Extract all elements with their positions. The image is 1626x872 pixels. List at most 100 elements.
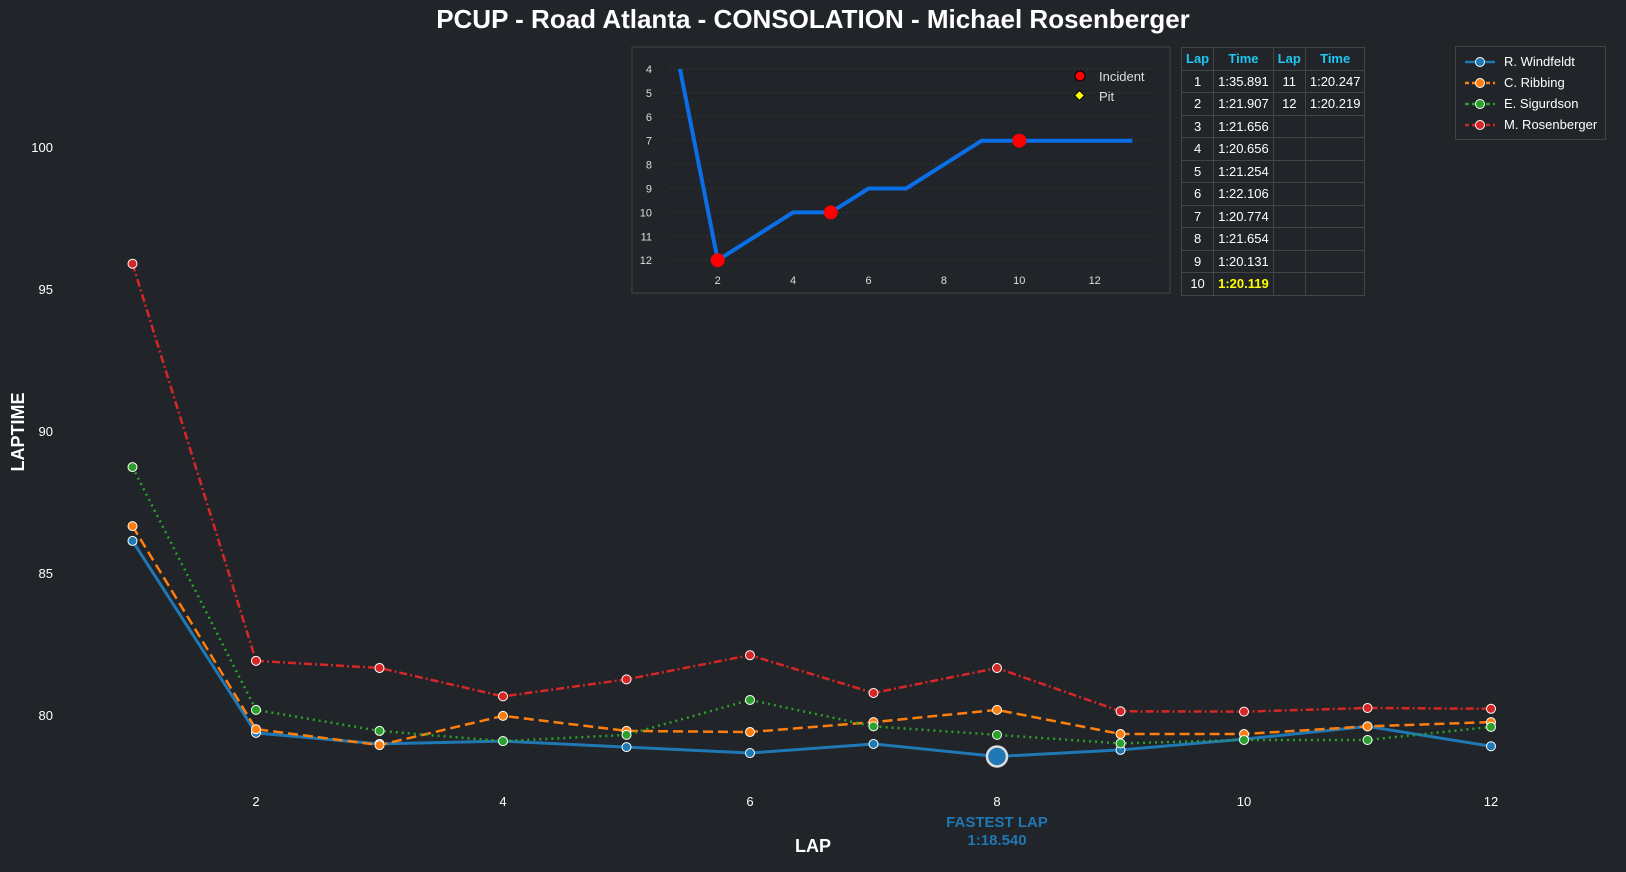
inset-x-tick: 12 (1089, 275, 1101, 287)
legend-line-icon (1465, 119, 1495, 130)
table-cell: 1:21.254 (1213, 159, 1274, 183)
table-cell (1304, 137, 1366, 161)
data-point (992, 704, 1002, 715)
x-tick-label: 10 (1237, 794, 1251, 809)
data-point (745, 727, 755, 738)
table-header-row: Lap Time Lap Time (1180, 47, 1366, 71)
series-line (131, 525, 1492, 747)
inset-y-tick: 5 (646, 88, 652, 100)
table-row: 8 1:21.654 (1180, 227, 1366, 251)
chart-title: PCUP - Road Atlanta - CONSOLATION - Mich… (436, 4, 1190, 34)
table-row: 10 1:20.119 (1180, 272, 1366, 296)
x-tick-label: 4 (499, 794, 506, 809)
table-cell: 5 (1180, 159, 1215, 183)
incident-marker (710, 253, 725, 268)
data-point (621, 742, 632, 753)
column-header: Lap (1180, 47, 1215, 71)
table-row: 7 1:20.774 (1180, 204, 1366, 228)
table-cell: 10 (1180, 272, 1215, 296)
data-point (1362, 702, 1373, 713)
legend-line-icon (1465, 98, 1495, 109)
table-cell (1272, 182, 1306, 206)
table-row: 1 1:35.891 11 1:20.247 (1180, 69, 1366, 93)
table-row: 3 1:21.656 (1180, 114, 1366, 138)
x-axis-label: LAP (795, 836, 831, 856)
series-line (131, 263, 1492, 713)
table-cell: 4 (1180, 137, 1215, 161)
inset-x-tick: 2 (715, 275, 721, 287)
x-tick-label: 8 (993, 794, 1000, 809)
table-cell: 1:21.656 (1213, 114, 1274, 138)
data-point (251, 655, 261, 666)
table-cell (1272, 114, 1306, 138)
series-line (131, 540, 1492, 758)
data-point (1115, 729, 1126, 740)
data-point (621, 674, 632, 685)
table-cell (1304, 227, 1366, 251)
data-point (992, 663, 1002, 674)
y-tick-label: 80 (39, 708, 53, 723)
legend-label: M. Rosenberger (1504, 117, 1598, 132)
y-tick-label: 95 (39, 282, 53, 297)
table-cell: 1:21.654 (1213, 227, 1274, 251)
legend-label: C. Ribbing (1504, 75, 1565, 90)
data-point (868, 721, 879, 732)
table-cell (1272, 159, 1306, 183)
table-cell: 9 (1180, 249, 1215, 273)
table-cell: 1:20.774 (1213, 204, 1274, 228)
inset-x-tick: 4 (790, 275, 796, 287)
data-point (251, 724, 261, 735)
data-point (1115, 706, 1126, 717)
position-inset (631, 46, 1171, 294)
inset-legend-label: Incident (1099, 69, 1145, 84)
table-cell (1304, 272, 1366, 296)
table-cell: 1:22.106 (1213, 182, 1274, 206)
inset-y-tick: 7 (646, 136, 652, 148)
table-row: 4 1:20.656 (1180, 137, 1366, 161)
table-cell (1304, 114, 1366, 138)
position-line (678, 68, 1133, 264)
table-cell (1272, 137, 1306, 161)
data-point (127, 535, 138, 546)
table-row: 2 1:21.907 12 1:20.219 (1180, 92, 1366, 116)
incident-legend-icon (1074, 70, 1086, 82)
column-header: Time (1304, 47, 1366, 71)
data-point (498, 736, 508, 747)
y-axis-label: LAPTIME (8, 393, 28, 472)
inset-y-tick: 10 (640, 207, 652, 219)
table-cell: 3 (1180, 114, 1215, 138)
inset-legend-label: Pit (1099, 89, 1115, 104)
data-point (1239, 706, 1249, 717)
inset-y-tick: 11 (641, 231, 652, 243)
x-tick-label: 6 (746, 794, 753, 809)
data-point (745, 650, 755, 661)
legend-label: R. Windfeldt (1504, 54, 1575, 69)
series-line (131, 466, 1492, 745)
table-cell: 1:21.907 (1213, 92, 1274, 116)
table-cell: 11 (1272, 69, 1306, 93)
table-cell: 1:20.219 (1304, 92, 1366, 116)
incident-marker (1012, 133, 1027, 148)
data-point (1486, 741, 1496, 752)
legend-item: R. Windfeldt (1464, 51, 1597, 72)
table-cell (1272, 272, 1306, 296)
data-point (868, 738, 879, 749)
data-point (868, 688, 879, 699)
table-row: 9 1:20.131 (1180, 249, 1366, 273)
column-header: Lap (1272, 47, 1306, 71)
data-point (374, 662, 385, 673)
inset-y-tick: 9 (646, 184, 652, 196)
table-cell (1304, 159, 1366, 183)
legend-label: E. Sigurdson (1504, 96, 1579, 111)
inset-y-tick: 8 (646, 160, 652, 172)
fastest-lap-marker (985, 745, 1009, 768)
incident-marker (823, 205, 838, 220)
column-header: Time (1213, 47, 1274, 71)
data-point (1115, 738, 1126, 749)
table-cell: 7 (1180, 204, 1215, 228)
inset-x-tick: 8 (941, 275, 947, 287)
data-point (498, 710, 508, 721)
data-point (127, 258, 138, 269)
table-cell (1304, 182, 1366, 206)
